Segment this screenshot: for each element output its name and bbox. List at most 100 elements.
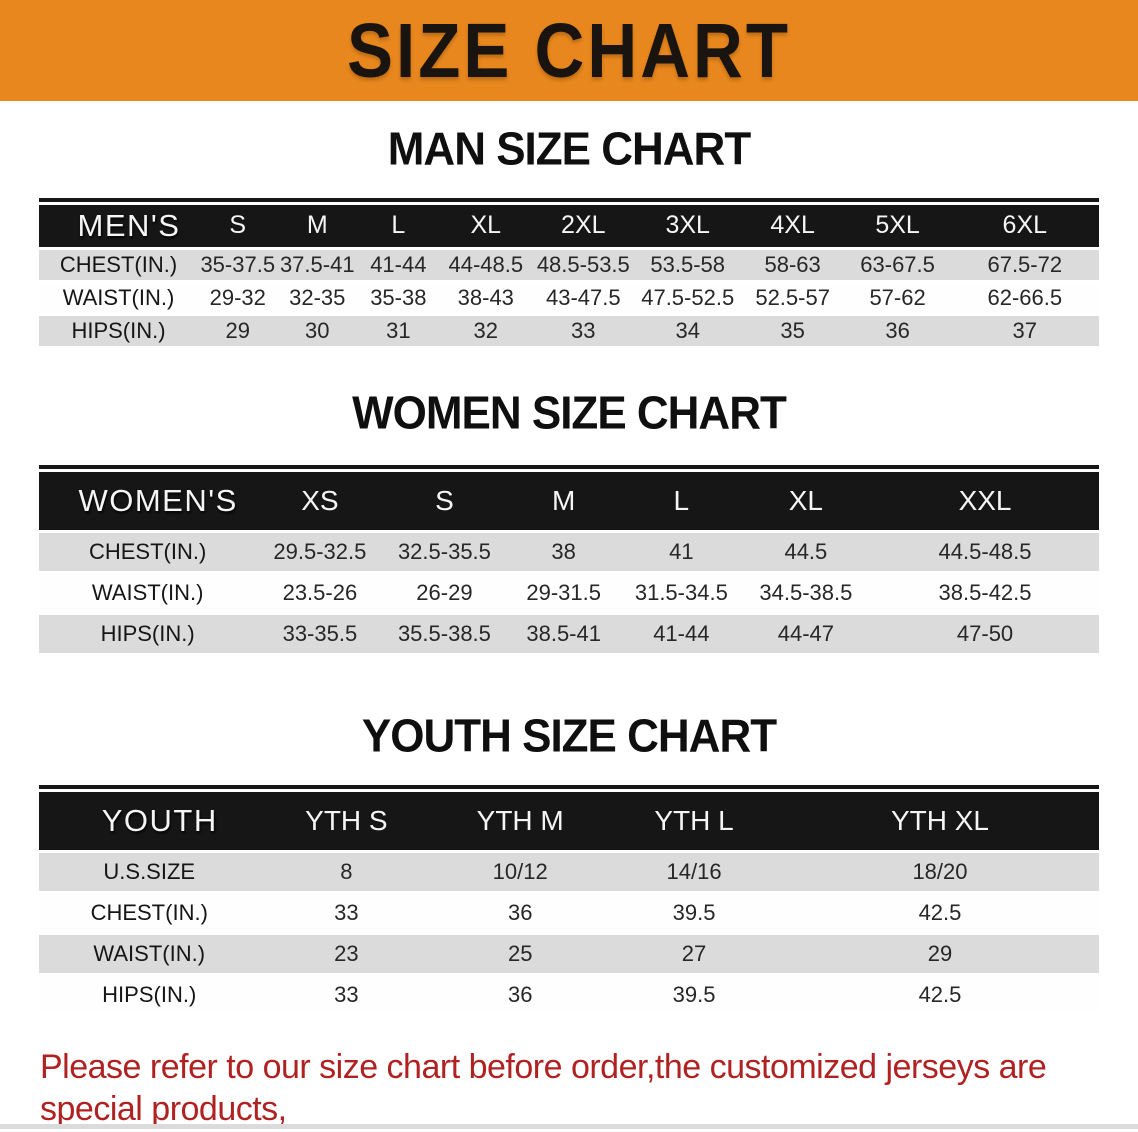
size-column-header: L xyxy=(357,204,440,247)
youth-size-table: YOUTH YTH S YTH M YTH L YTH XL U.S.SIZE … xyxy=(39,784,1099,1017)
size-value-cell: 43-47.5 xyxy=(531,282,635,313)
banner: SIZE CHART xyxy=(0,0,1138,101)
size-value-cell: 29-32 xyxy=(198,282,278,313)
size-column-header: YTH L xyxy=(607,791,781,850)
size-column-header: YTH XL xyxy=(780,791,1099,850)
disclaimer-line-1: Please refer to our size chart before or… xyxy=(40,1047,1047,1128)
size-value-cell: 35-37.5 xyxy=(198,249,278,280)
row-label: HIPS(IN.) xyxy=(39,315,198,346)
size-value-cell: 31.5-34.5 xyxy=(621,574,741,613)
size-value-cell: 41-44 xyxy=(357,249,440,280)
youth-table-corner-label: YOUTH xyxy=(39,791,260,850)
size-value-cell: 33-35.5 xyxy=(256,615,384,654)
size-value-cell: 47-50 xyxy=(871,615,1099,654)
size-value-cell: 35.5-38.5 xyxy=(383,615,506,654)
man-hips-row: HIPS(IN.) 29 30 31 32 33 34 35 36 37 xyxy=(39,315,1099,346)
size-value-cell: 37.5-41 xyxy=(277,249,357,280)
size-column-header: 2XL xyxy=(531,204,635,247)
man-size-table: MEN'S S M L XL 2XL 3XL 4XL 5XL 6XL CHEST… xyxy=(39,197,1099,349)
size-column-header: YTH M xyxy=(433,791,608,850)
bottom-edge-strip xyxy=(0,1124,1138,1129)
size-value-cell: 18/20 xyxy=(780,852,1099,891)
women-table-header-row: WOMEN'S XS S M L XL XXL xyxy=(39,472,1099,531)
size-column-header: XL xyxy=(439,204,532,247)
youth-table-header-row: YOUTH YTH S YTH M YTH L YTH XL xyxy=(39,791,1099,850)
size-value-cell: 26-29 xyxy=(383,574,506,613)
size-value-cell: 39.5 xyxy=(607,975,781,1014)
size-value-cell: 52.5-57 xyxy=(740,282,845,313)
size-column-header: XL xyxy=(740,472,872,531)
youth-waist-row: WAIST(IN.) 23 25 27 29 xyxy=(39,934,1099,973)
size-value-cell: 53.5-58 xyxy=(634,249,741,280)
size-value-cell: 8 xyxy=(259,852,434,891)
size-value-cell: 38-43 xyxy=(439,282,532,313)
size-value-cell: 58-63 xyxy=(740,249,845,280)
youth-hips-row: HIPS(IN.) 33 36 39.5 42.5 xyxy=(39,975,1099,1014)
size-column-header: 4XL xyxy=(740,204,845,247)
size-column-header: S xyxy=(383,472,506,531)
size-value-cell: 67.5-72 xyxy=(950,249,1099,280)
youth-section-heading: YOUTH SIZE CHART xyxy=(361,710,777,763)
size-value-cell: 33 xyxy=(531,315,635,346)
size-value-cell: 27 xyxy=(607,934,781,973)
size-value-cell: 44-48.5 xyxy=(439,249,532,280)
size-value-cell: 35-38 xyxy=(357,282,440,313)
row-label: CHEST(IN.) xyxy=(39,249,198,280)
size-value-cell: 38 xyxy=(505,533,622,572)
size-value-cell: 36 xyxy=(433,975,608,1014)
size-value-cell: 25 xyxy=(433,934,608,973)
size-column-header: 5XL xyxy=(844,204,951,247)
man-section-heading: MAN SIZE CHART xyxy=(387,123,751,176)
women-hips-row: HIPS(IN.) 33-35.5 35.5-38.5 38.5-41 41-4… xyxy=(39,615,1099,654)
size-value-cell: 42.5 xyxy=(780,893,1099,932)
size-value-cell: 32 xyxy=(439,315,532,346)
size-value-cell: 38.5-41 xyxy=(505,615,622,654)
size-column-header: XS xyxy=(256,472,384,531)
size-value-cell: 39.5 xyxy=(607,893,781,932)
size-value-cell: 36 xyxy=(844,315,951,346)
size-value-cell: 10/12 xyxy=(433,852,608,891)
size-value-cell: 32.5-35.5 xyxy=(383,533,506,572)
size-value-cell: 41-44 xyxy=(621,615,741,654)
size-value-cell: 38.5-42.5 xyxy=(871,574,1099,613)
size-value-cell: 34.5-38.5 xyxy=(740,574,872,613)
disclaimer-text: Please refer to our size chart before or… xyxy=(40,1047,1120,1132)
size-value-cell: 35 xyxy=(740,315,845,346)
size-column-header: M xyxy=(505,472,622,531)
banner-title: SIZE CHART xyxy=(347,7,791,94)
size-column-header: L xyxy=(621,472,741,531)
size-value-cell: 47.5-52.5 xyxy=(634,282,741,313)
row-label: HIPS(IN.) xyxy=(39,975,260,1014)
size-column-header: 3XL xyxy=(634,204,741,247)
row-label: CHEST(IN.) xyxy=(39,533,257,572)
size-value-cell: 44-47 xyxy=(740,615,872,654)
size-value-cell: 29.5-32.5 xyxy=(256,533,384,572)
row-label: WAIST(IN.) xyxy=(39,574,257,613)
size-column-header: S xyxy=(198,204,278,247)
size-value-cell: 36 xyxy=(433,893,608,932)
size-value-cell: 29 xyxy=(198,315,278,346)
size-value-cell: 42.5 xyxy=(780,975,1099,1014)
size-value-cell: 41 xyxy=(621,533,741,572)
size-value-cell: 23.5-26 xyxy=(256,574,384,613)
size-value-cell: 34 xyxy=(634,315,741,346)
size-value-cell: 33 xyxy=(259,893,434,932)
women-size-table: WOMEN'S XS S M L XL XXL CHEST(IN.) 29.5-… xyxy=(39,465,1099,656)
size-value-cell: 33 xyxy=(259,975,434,1014)
size-value-cell: 14/16 xyxy=(607,852,781,891)
size-value-cell: 37 xyxy=(950,315,1099,346)
man-table-corner-label: MEN'S xyxy=(39,204,198,247)
size-value-cell: 44.5-48.5 xyxy=(871,533,1099,572)
size-value-cell: 31 xyxy=(357,315,440,346)
size-value-cell: 62-66.5 xyxy=(950,282,1099,313)
size-value-cell: 32-35 xyxy=(277,282,357,313)
man-chest-row: CHEST(IN.) 35-37.5 37.5-41 41-44 44-48.5… xyxy=(39,249,1099,280)
row-label: HIPS(IN.) xyxy=(39,615,257,654)
size-value-cell: 57-62 xyxy=(844,282,951,313)
row-label: U.S.SIZE xyxy=(39,852,260,891)
size-value-cell: 29 xyxy=(780,934,1099,973)
size-column-header: YTH S xyxy=(259,791,434,850)
size-value-cell: 30 xyxy=(277,315,357,346)
women-table-corner-label: WOMEN'S xyxy=(39,472,257,531)
